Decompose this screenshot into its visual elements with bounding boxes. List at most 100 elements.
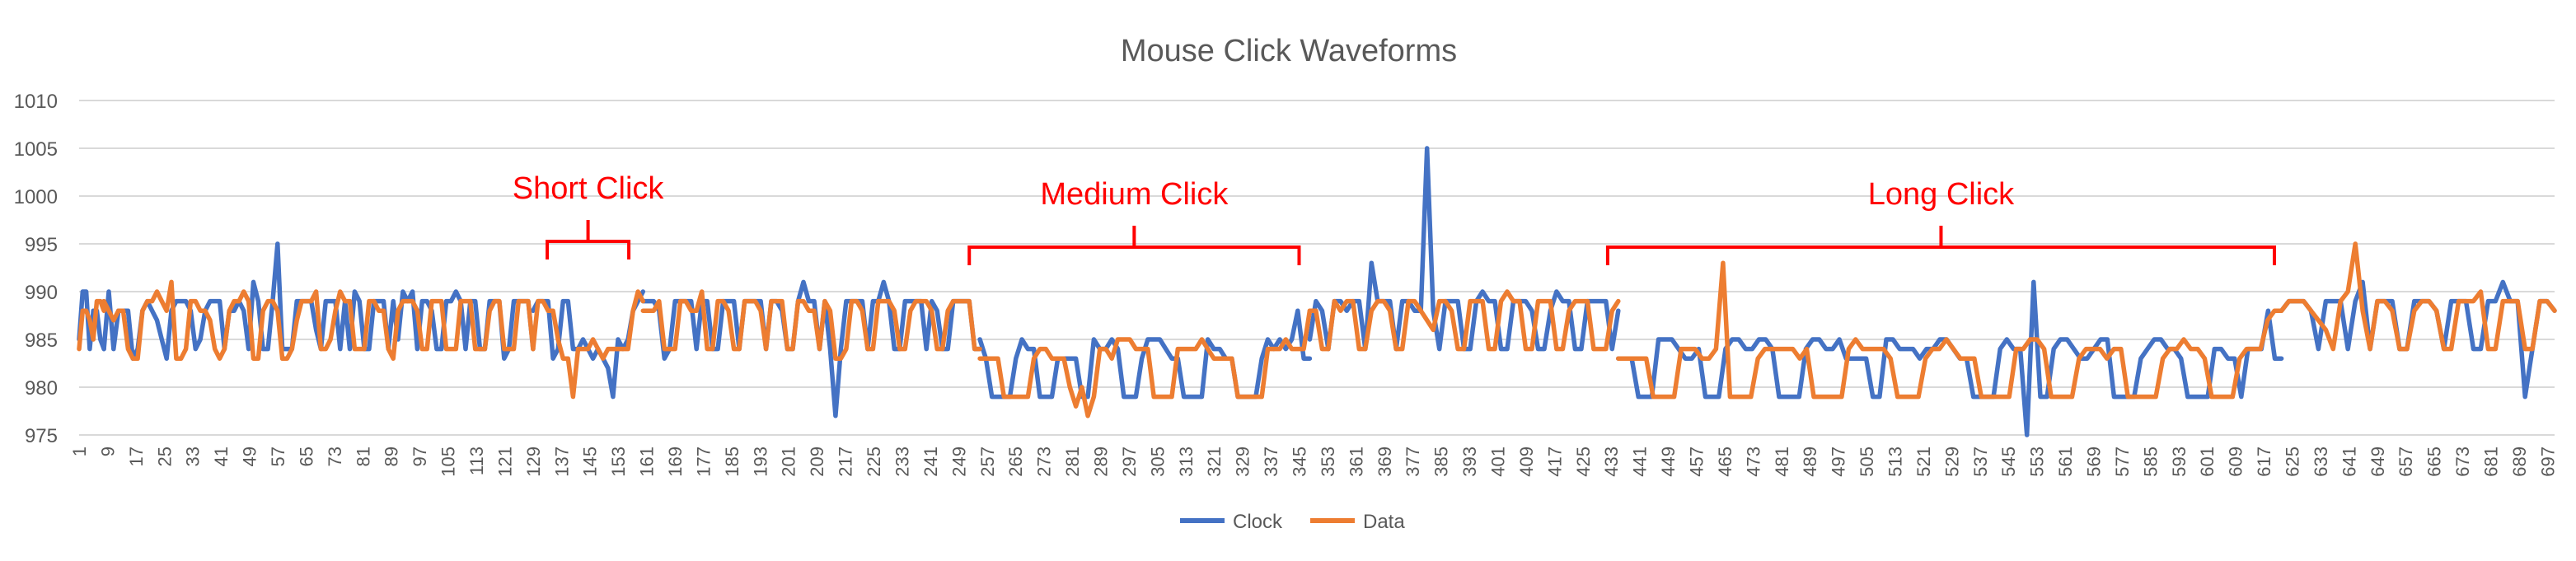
x-tick-label: 473 <box>1743 446 1763 477</box>
series-line-data <box>640 289 982 361</box>
x-tick-label: 297 <box>1119 446 1140 477</box>
x-tick-label: 681 <box>2481 446 2502 477</box>
x-tick-label: 33 <box>183 446 204 466</box>
series-line-data <box>531 289 646 400</box>
x-tick-label: 649 <box>2368 446 2388 477</box>
x-tick-label: 97 <box>410 446 430 466</box>
x-tick-label: 257 <box>977 446 998 477</box>
x-tick-label: 577 <box>2112 446 2133 477</box>
x-axis: 1 9 17 25 33 41 49 57 65 73 81 89 97 105 113 121 129 137 1… <box>69 446 2558 477</box>
x-tick-label: 617 <box>2254 446 2274 477</box>
x-tick-label: 41 <box>211 446 232 466</box>
legend-label-clock: Clock <box>1233 511 1283 533</box>
x-tick-label: 153 <box>608 446 629 477</box>
x-tick-label: 177 <box>693 446 714 477</box>
x-tick-label: 425 <box>1573 446 1594 477</box>
x-tick-label: 321 <box>1204 446 1225 477</box>
annotation-bracket <box>1605 226 2277 265</box>
series-line-data <box>101 279 536 361</box>
x-tick-label: 345 <box>1289 446 1309 477</box>
x-tick-label: 25 <box>154 446 175 466</box>
x-tick-label: 17 <box>126 446 147 466</box>
x-tick-label: 105 <box>438 446 459 477</box>
x-tick-label: 449 <box>1658 446 1679 477</box>
x-tick-label: 537 <box>1970 446 1991 477</box>
x-tick-label: 513 <box>1885 446 1906 477</box>
x-tick-label: 585 <box>2140 446 2161 477</box>
x-tick-label: 521 <box>1913 446 1934 477</box>
y-tick-label: 985 <box>25 330 58 352</box>
x-tick-label: 313 <box>1176 446 1197 477</box>
x-tick-label: 9 <box>97 446 118 456</box>
x-tick-label: 185 <box>722 446 742 477</box>
x-tick-label: 497 <box>1829 446 1849 477</box>
x-tick-label: 561 <box>2055 446 2076 477</box>
x-tick-label: 113 <box>466 446 487 475</box>
x-tick-label: 57 <box>268 446 288 466</box>
x-tick-label: 209 <box>807 446 827 477</box>
series-line-clock <box>640 279 982 418</box>
x-tick-label: 601 <box>2197 446 2218 477</box>
series-line-data <box>2279 241 2557 352</box>
x-tick-label: 489 <box>1800 446 1820 477</box>
y-tick-label: 980 <box>25 377 58 400</box>
x-tick-label: 377 <box>1403 446 1423 477</box>
chart-title: Mouse Click Waveforms <box>1121 34 1457 68</box>
x-tick-label: 641 <box>2339 446 2359 477</box>
x-tick-label: 353 <box>1318 446 1338 477</box>
x-tick-label: 633 <box>2311 446 2331 477</box>
x-tick-label: 441 <box>1630 446 1651 477</box>
x-tick-label: 265 <box>1005 446 1026 477</box>
series-line-data <box>977 308 1313 418</box>
series-lines <box>77 146 2557 437</box>
x-tick-label: 233 <box>892 446 912 477</box>
x-tick-label: 65 <box>296 446 316 466</box>
x-tick-label: 545 <box>1998 446 2019 477</box>
x-tick-label: 625 <box>2283 446 2303 477</box>
x-tick-label: 433 <box>1601 446 1622 477</box>
y-tick-label: 1010 <box>14 91 58 113</box>
x-tick-label: 121 <box>494 446 515 477</box>
x-tick-label: 289 <box>1090 446 1111 477</box>
x-tick-label: 337 <box>1261 446 1281 477</box>
x-tick-label: 417 <box>1544 446 1565 477</box>
legend-label-data: Data <box>1363 511 1405 533</box>
series-line-clock <box>2279 279 2557 400</box>
x-tick-label: 129 <box>523 446 544 477</box>
y-tick-label: 990 <box>25 282 58 304</box>
x-tick-label: 49 <box>240 446 260 466</box>
x-tick-label: 529 <box>1941 446 1962 477</box>
x-tick-label: 465 <box>1715 446 1735 477</box>
y-tick-label: 995 <box>25 234 58 256</box>
legend: Clock Data <box>1180 511 1405 533</box>
x-tick-label: 457 <box>1686 446 1707 477</box>
series-line-data <box>1307 289 1621 352</box>
x-tick-label: 137 <box>551 446 572 477</box>
series-data <box>77 241 2557 418</box>
annotation-label: Long Click <box>1868 177 2015 212</box>
x-tick-label: 369 <box>1375 446 1395 477</box>
series-line-data <box>77 298 106 352</box>
y-tick-label: 1005 <box>14 138 58 161</box>
x-tick-label: 665 <box>2424 446 2445 477</box>
gridlines <box>79 100 2555 436</box>
x-tick-label: 1 <box>69 446 90 456</box>
x-tick-label: 689 <box>2509 446 2530 477</box>
x-tick-label: 81 <box>353 446 373 466</box>
x-tick-label: 553 <box>2027 446 2048 477</box>
annotation-label: Short Click <box>513 171 665 206</box>
x-tick-label: 361 <box>1346 446 1366 477</box>
x-tick-label: 657 <box>2396 446 2416 477</box>
x-tick-label: 241 <box>920 446 941 477</box>
x-tick-label: 673 <box>2452 446 2473 477</box>
x-tick-label: 89 <box>382 446 402 466</box>
x-tick-label: 697 <box>2537 446 2558 477</box>
x-tick-label: 73 <box>325 446 345 466</box>
x-tick-label: 145 <box>580 446 601 477</box>
x-tick-label: 161 <box>637 446 658 477</box>
x-tick-label: 329 <box>1233 446 1253 477</box>
series-line-data <box>1616 260 2284 400</box>
x-tick-label: 249 <box>948 446 969 477</box>
annotations: Short Click Medium Click Long Click <box>513 171 2277 265</box>
